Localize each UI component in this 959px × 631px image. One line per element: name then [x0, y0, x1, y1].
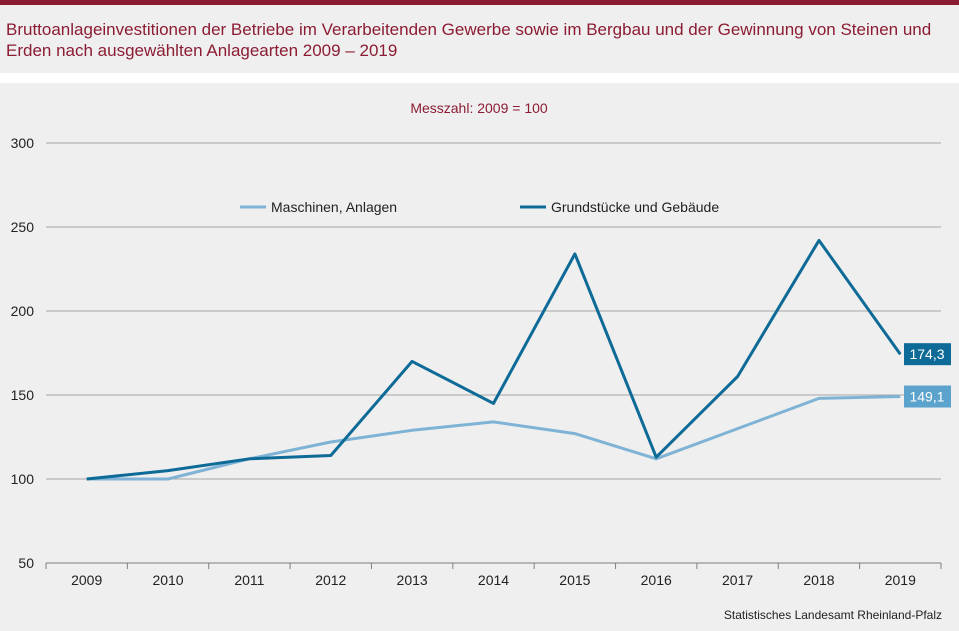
- end-label: 149,1: [909, 389, 944, 405]
- end-labels: 149,1 174,3: [904, 343, 951, 408]
- x-tick-label: 2010: [152, 572, 183, 588]
- series-lines: [86, 238, 902, 481]
- x-tick-label: 2017: [722, 572, 753, 588]
- y-tick-label: 300: [11, 135, 35, 151]
- x-tick-label: 2009: [71, 572, 102, 588]
- end-label: 174,3: [909, 346, 944, 362]
- legend: Maschinen, Anlagen Grundstücke und Gebäud…: [240, 199, 719, 215]
- gridlines: [46, 142, 941, 480]
- y-tick-label: 50: [18, 555, 34, 571]
- x-tick-label: 2015: [559, 572, 590, 588]
- legend-label: Grundstücke und Gebäude: [551, 199, 719, 215]
- line-chart: Messzahl: 2009 = 100 50 100 150 200 250 300 2…: [11, 100, 951, 622]
- source-note: Statistisches Landesamt Rheinland-Pfalz: [724, 608, 942, 622]
- x-tick-label: 2013: [397, 572, 428, 588]
- x-axis: 2009 2010 2011 2012 2013 2014 2015 2016 2017 2018…: [45, 562, 942, 588]
- x-tick-label: 2012: [315, 572, 346, 588]
- x-tick-label: 2016: [641, 572, 672, 588]
- legend-label: Maschinen, Anlagen: [271, 199, 397, 215]
- x-tick-label: 2019: [885, 572, 916, 588]
- y-tick-label: 100: [11, 471, 35, 487]
- top-accent-bar: [0, 0, 959, 5]
- end-label-box: [904, 385, 951, 408]
- series-line: [86, 238, 902, 481]
- x-tick-label: 2014: [478, 572, 509, 588]
- end-label-box: [904, 343, 951, 366]
- x-tick-label: 2018: [803, 572, 834, 588]
- chart-header: Bruttoanlageinvestitionen der Betriebe i…: [0, 5, 959, 73]
- y-tick-label: 150: [11, 387, 35, 403]
- series-line: [86, 395, 901, 481]
- chart-title: Bruttoanlageinvestitionen der Betriebe i…: [6, 20, 932, 60]
- y-tick-label: 250: [11, 219, 35, 235]
- chart-subtitle: Messzahl: 2009 = 100: [410, 100, 548, 116]
- x-tick-label: 2011: [234, 572, 264, 588]
- y-axis-ticks: 50 100 150 200 250 300: [11, 135, 35, 571]
- chart-panel: Messzahl: 2009 = 100 50 100 150 200 250 300 2…: [0, 83, 959, 631]
- y-tick-label: 200: [11, 303, 35, 319]
